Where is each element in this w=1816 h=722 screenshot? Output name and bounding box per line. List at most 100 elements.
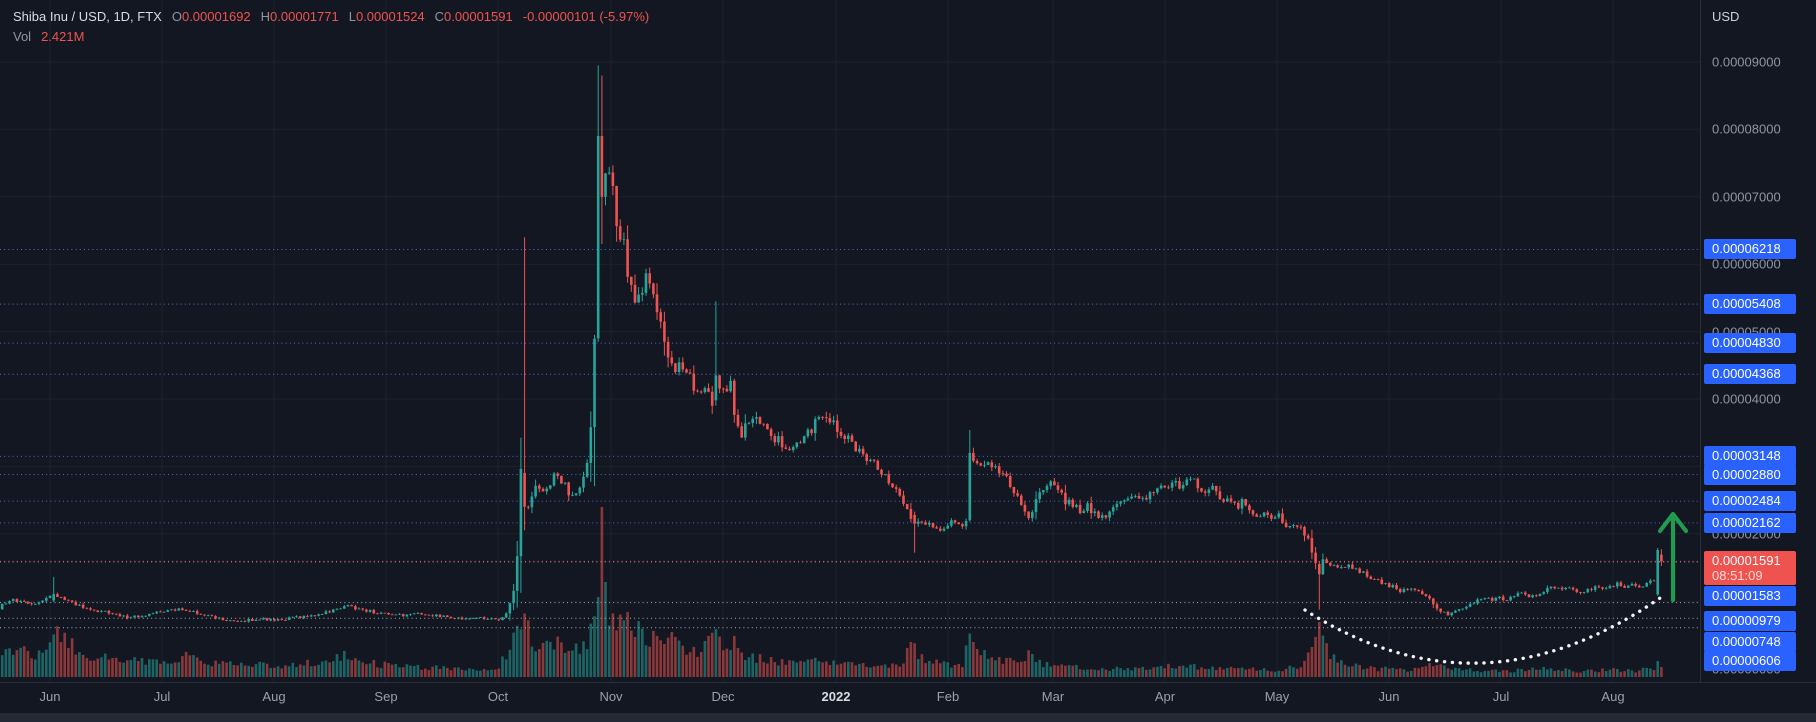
candle	[905, 503, 909, 510]
open-label: O	[171, 9, 182, 24]
candle	[1134, 494, 1137, 499]
candle	[390, 613, 394, 616]
candle	[1130, 493, 1133, 500]
alert-price-label[interactable]: 0.00002880	[1704, 465, 1796, 485]
alert-price-label[interactable]: 0.00000979	[1704, 611, 1796, 631]
candle	[431, 614, 434, 617]
candle	[736, 409, 740, 429]
time-axis-month-label: Nov	[599, 689, 623, 704]
candle	[762, 423, 765, 427]
candle	[567, 481, 570, 502]
window-bottom-edge	[0, 713, 1816, 722]
alert-price-label[interactable]: 0.00005408	[1704, 294, 1796, 314]
candle	[942, 526, 946, 532]
rounding-bottom-annotation[interactable]	[1303, 596, 1662, 665]
high-value-group: H 0.00001771	[261, 7, 339, 27]
candle	[681, 357, 685, 373]
candle	[1071, 498, 1075, 509]
candle	[67, 599, 70, 602]
candle	[707, 383, 710, 393]
candle	[1365, 569, 1369, 579]
current-price-value: 0.00001591	[1712, 553, 1781, 568]
alert-price-label[interactable]: 0.00004830	[1704, 333, 1796, 353]
time-axis-month-label: Aug	[262, 689, 286, 704]
candle	[1200, 487, 1203, 493]
alert-price-label[interactable]: 0.00000606	[1704, 651, 1796, 671]
candle	[1207, 487, 1211, 497]
candle	[92, 609, 96, 612]
candle	[1362, 571, 1365, 573]
candle	[589, 411, 593, 482]
candle	[486, 618, 490, 620]
candle	[1049, 479, 1052, 490]
candle	[515, 541, 519, 608]
candle	[11, 598, 15, 602]
candle	[1226, 495, 1229, 502]
candle	[221, 617, 225, 621]
price-axis-grid-label: 0.00007000	[1712, 189, 1781, 205]
price-axis[interactable]: USD 0.00001591 08:51:09 0.00009000 0.0000…	[1700, 0, 1816, 712]
candle	[412, 613, 416, 615]
alert-price-label[interactable]: 0.00002484	[1704, 491, 1796, 511]
candle	[637, 287, 640, 303]
candle	[596, 65, 600, 342]
up-arrow-annotation[interactable]	[1657, 511, 1689, 603]
candle	[1520, 591, 1523, 594]
candle	[931, 522, 935, 529]
symbol-title[interactable]: Shiba Inu / USD, 1D, FTX	[13, 9, 162, 24]
candle	[309, 614, 313, 617]
candle	[1575, 588, 1579, 594]
candle	[1546, 585, 1549, 594]
candle	[1413, 588, 1417, 592]
candle	[1557, 587, 1560, 589]
candle	[103, 610, 107, 612]
candle	[858, 445, 861, 454]
candle	[1568, 586, 1571, 589]
candle	[1233, 500, 1236, 506]
time-axis-month-label: 2022	[821, 689, 851, 704]
candle	[1358, 567, 1361, 574]
candle	[523, 237, 526, 531]
candle	[504, 612, 508, 619]
alert-price-label[interactable]: 0.00000748	[1704, 632, 1796, 652]
candle	[203, 614, 206, 617]
candle	[751, 416, 754, 428]
candle	[961, 523, 964, 529]
candle	[1608, 584, 1612, 589]
candle	[1395, 583, 1398, 591]
alert-price-label[interactable]: 0.00001583	[1704, 586, 1796, 606]
alert-price-label[interactable]: 0.00006218	[1704, 239, 1796, 259]
candle	[346, 604, 350, 607]
candle	[685, 368, 688, 374]
candle	[1086, 501, 1089, 513]
candle	[1244, 498, 1247, 507]
candle	[527, 505, 530, 510]
candle	[1273, 515, 1277, 520]
price-chart-pane[interactable]: Shiba Inu / USD, 1D, FTX O 0.00001692 H 0.…	[0, 0, 1700, 682]
candle	[832, 415, 835, 425]
candle	[479, 616, 482, 618]
candle	[276, 619, 280, 622]
alert-price-label[interactable]: 0.00002162	[1704, 513, 1796, 533]
alert-price-label[interactable]: 0.00003148	[1704, 446, 1796, 466]
time-axis[interactable]: Jun Jul Aug Sep Oct Nov Dec 2022 Feb Mar Apr May Jun…	[0, 682, 1816, 713]
gridlines	[0, 0, 1700, 682]
candle	[799, 440, 802, 444]
candle	[1406, 588, 1409, 591]
candle	[1016, 489, 1019, 498]
candle	[1093, 508, 1097, 517]
candle	[733, 378, 736, 423]
candle	[383, 612, 387, 614]
alert-price-label[interactable]: 0.00004368	[1704, 364, 1796, 384]
candle	[1170, 479, 1174, 492]
candle	[1145, 494, 1148, 501]
candle	[126, 613, 129, 620]
candle	[262, 617, 265, 620]
candle	[1067, 497, 1071, 507]
candle	[490, 617, 493, 620]
candle	[1376, 578, 1380, 581]
candle	[939, 526, 942, 532]
candle	[173, 608, 177, 612]
candle	[795, 442, 799, 449]
candle	[607, 166, 611, 175]
